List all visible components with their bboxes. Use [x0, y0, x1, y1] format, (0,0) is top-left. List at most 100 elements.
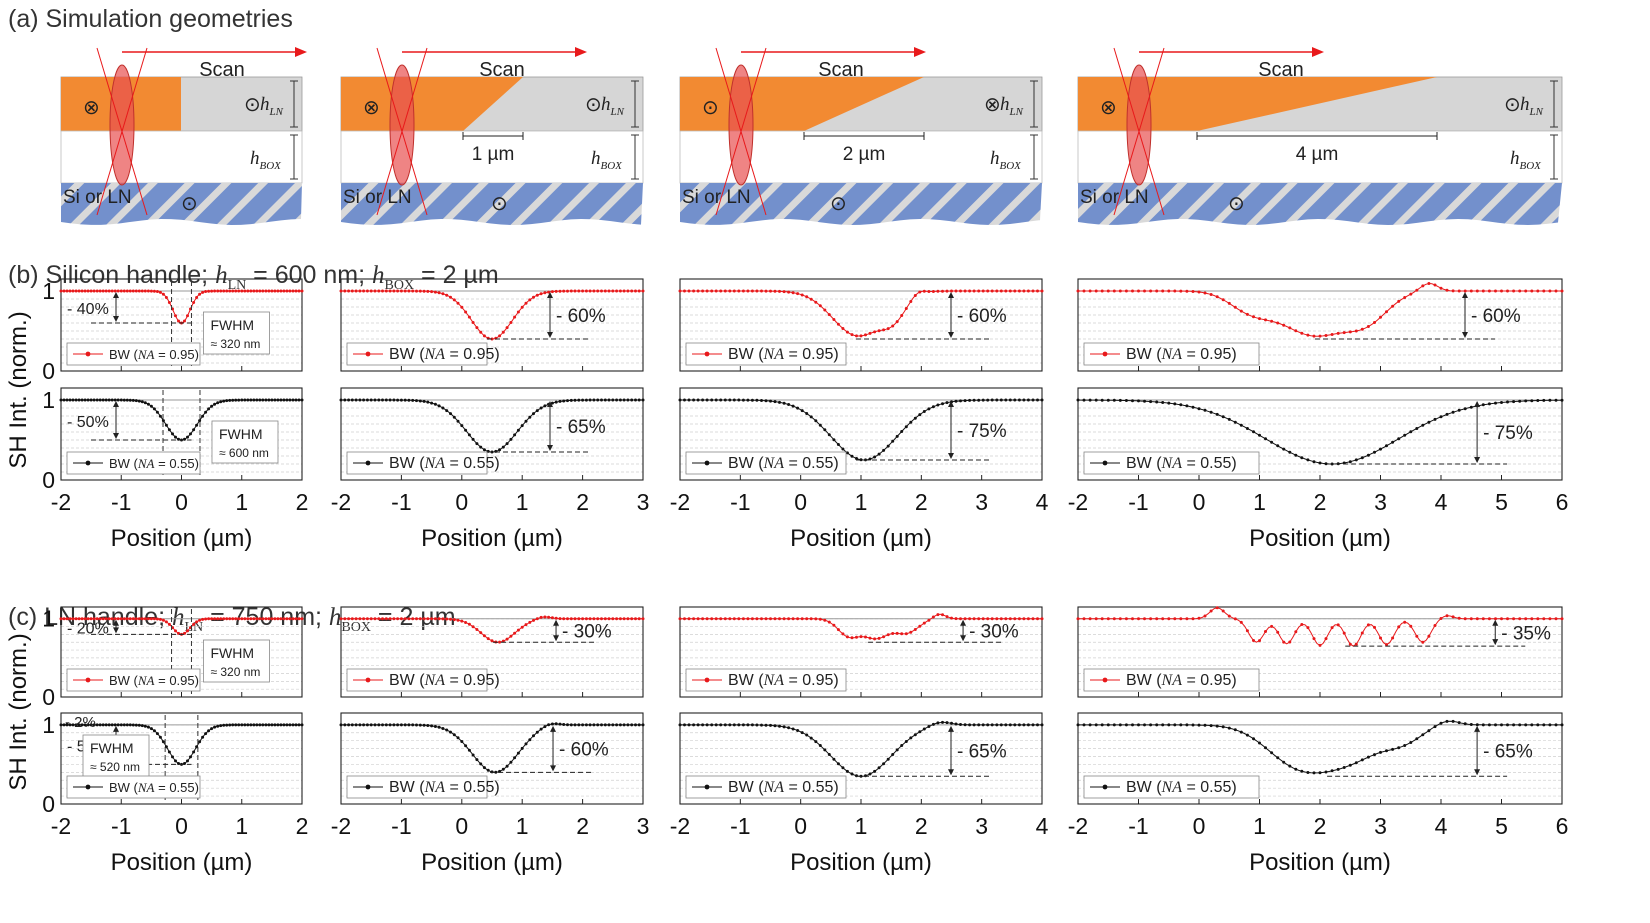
data-point — [392, 398, 396, 402]
legend-na: NA — [763, 779, 785, 796]
drop-arrowhead-down — [960, 635, 967, 642]
data-point — [83, 289, 87, 293]
x-tick-label: 1 — [1253, 489, 1266, 515]
data-point — [850, 454, 854, 458]
x-tick-label: 1 — [516, 813, 529, 839]
data-point — [611, 617, 615, 621]
data-point — [882, 762, 886, 766]
drop-arrowhead-down — [1492, 639, 1499, 646]
data-point — [977, 398, 981, 402]
beam-spot — [1126, 64, 1152, 186]
data-point — [516, 310, 520, 314]
data-point — [237, 723, 241, 727]
data-point — [1494, 617, 1497, 621]
data-point — [1215, 412, 1219, 416]
x-axis-label: Position (µm) — [1249, 525, 1391, 552]
data-point — [1518, 723, 1522, 727]
h-box-label: hBOX — [591, 148, 623, 172]
data-point — [922, 289, 926, 293]
panel-b-title-prefix: (b) Silicon handle; — [8, 261, 215, 289]
data-point — [471, 321, 475, 324]
data-point — [1445, 412, 1449, 416]
data-point — [562, 723, 566, 726]
data-point — [547, 615, 551, 619]
x-tick-label: -2 — [670, 813, 690, 839]
data-point — [177, 319, 180, 323]
data-point — [873, 637, 877, 641]
h-ln-subscript: LN — [610, 106, 625, 118]
data-point — [1379, 315, 1382, 319]
substrate — [341, 183, 643, 225]
data-point — [80, 617, 84, 621]
drop-arrowhead-up — [113, 619, 119, 626]
data-point — [1013, 398, 1017, 402]
data-point — [1373, 753, 1376, 757]
data-point — [1203, 408, 1207, 412]
h-box-symbol: h — [990, 148, 1000, 169]
data-point — [823, 308, 827, 312]
fwhm-value: ≈ 520 nm — [90, 760, 140, 774]
drop-arrowhead-down — [1474, 769, 1481, 776]
data-point — [1185, 289, 1189, 293]
data-point — [294, 289, 298, 293]
data-point — [1197, 616, 1201, 620]
data-point — [1524, 723, 1528, 727]
data-point — [778, 400, 781, 404]
data-point — [273, 289, 277, 293]
data-point — [581, 289, 585, 293]
data-point — [449, 617, 452, 621]
data-point — [143, 289, 147, 293]
data-point — [592, 723, 596, 727]
data-point — [732, 723, 736, 727]
data-point — [1191, 617, 1195, 621]
data-point — [222, 617, 226, 621]
data-point — [1239, 423, 1243, 427]
data-point — [600, 289, 603, 293]
data-point — [692, 289, 696, 293]
data-point — [626, 723, 630, 727]
legend-value: = 0.55) — [784, 779, 839, 796]
data-point — [86, 617, 90, 621]
data-point — [701, 723, 705, 727]
data-point — [581, 617, 585, 621]
data-point — [573, 289, 577, 293]
data-point — [1360, 631, 1364, 635]
data-point — [396, 723, 400, 727]
drop-arrowhead-up — [547, 401, 553, 407]
data-point — [1008, 723, 1012, 727]
data-point — [422, 289, 426, 293]
data-point — [1137, 617, 1140, 621]
data-point — [868, 457, 872, 461]
data-point — [750, 289, 754, 293]
data-point — [981, 398, 985, 402]
data-point — [1391, 747, 1395, 751]
data-point — [904, 425, 908, 429]
x-axis-label: Position (µm) — [1249, 849, 1391, 876]
data-point — [1500, 289, 1503, 293]
data-point — [195, 296, 199, 299]
data-point — [219, 289, 223, 293]
scan-label: Scan — [479, 59, 525, 81]
data-point — [347, 723, 351, 727]
data-point — [1427, 282, 1431, 285]
data-point — [285, 289, 289, 293]
data-point — [634, 723, 637, 727]
legend-na: NA — [424, 455, 446, 472]
data-point — [125, 617, 129, 621]
legend-value: = 0.55) — [155, 456, 199, 471]
fwhm-box — [82, 734, 150, 778]
legend-label: BW (NA = 0.95) — [109, 673, 199, 688]
data-point — [155, 410, 159, 414]
data-point — [343, 723, 347, 727]
data-point — [539, 615, 543, 619]
x-tick-label: -1 — [111, 489, 131, 515]
data-point — [490, 639, 494, 643]
data-point — [1270, 751, 1274, 755]
data-point — [198, 419, 202, 423]
beam-spot — [109, 64, 135, 186]
data-point — [104, 398, 108, 402]
legend-box — [685, 668, 847, 692]
data-point — [1221, 298, 1225, 302]
data-point — [411, 723, 415, 727]
